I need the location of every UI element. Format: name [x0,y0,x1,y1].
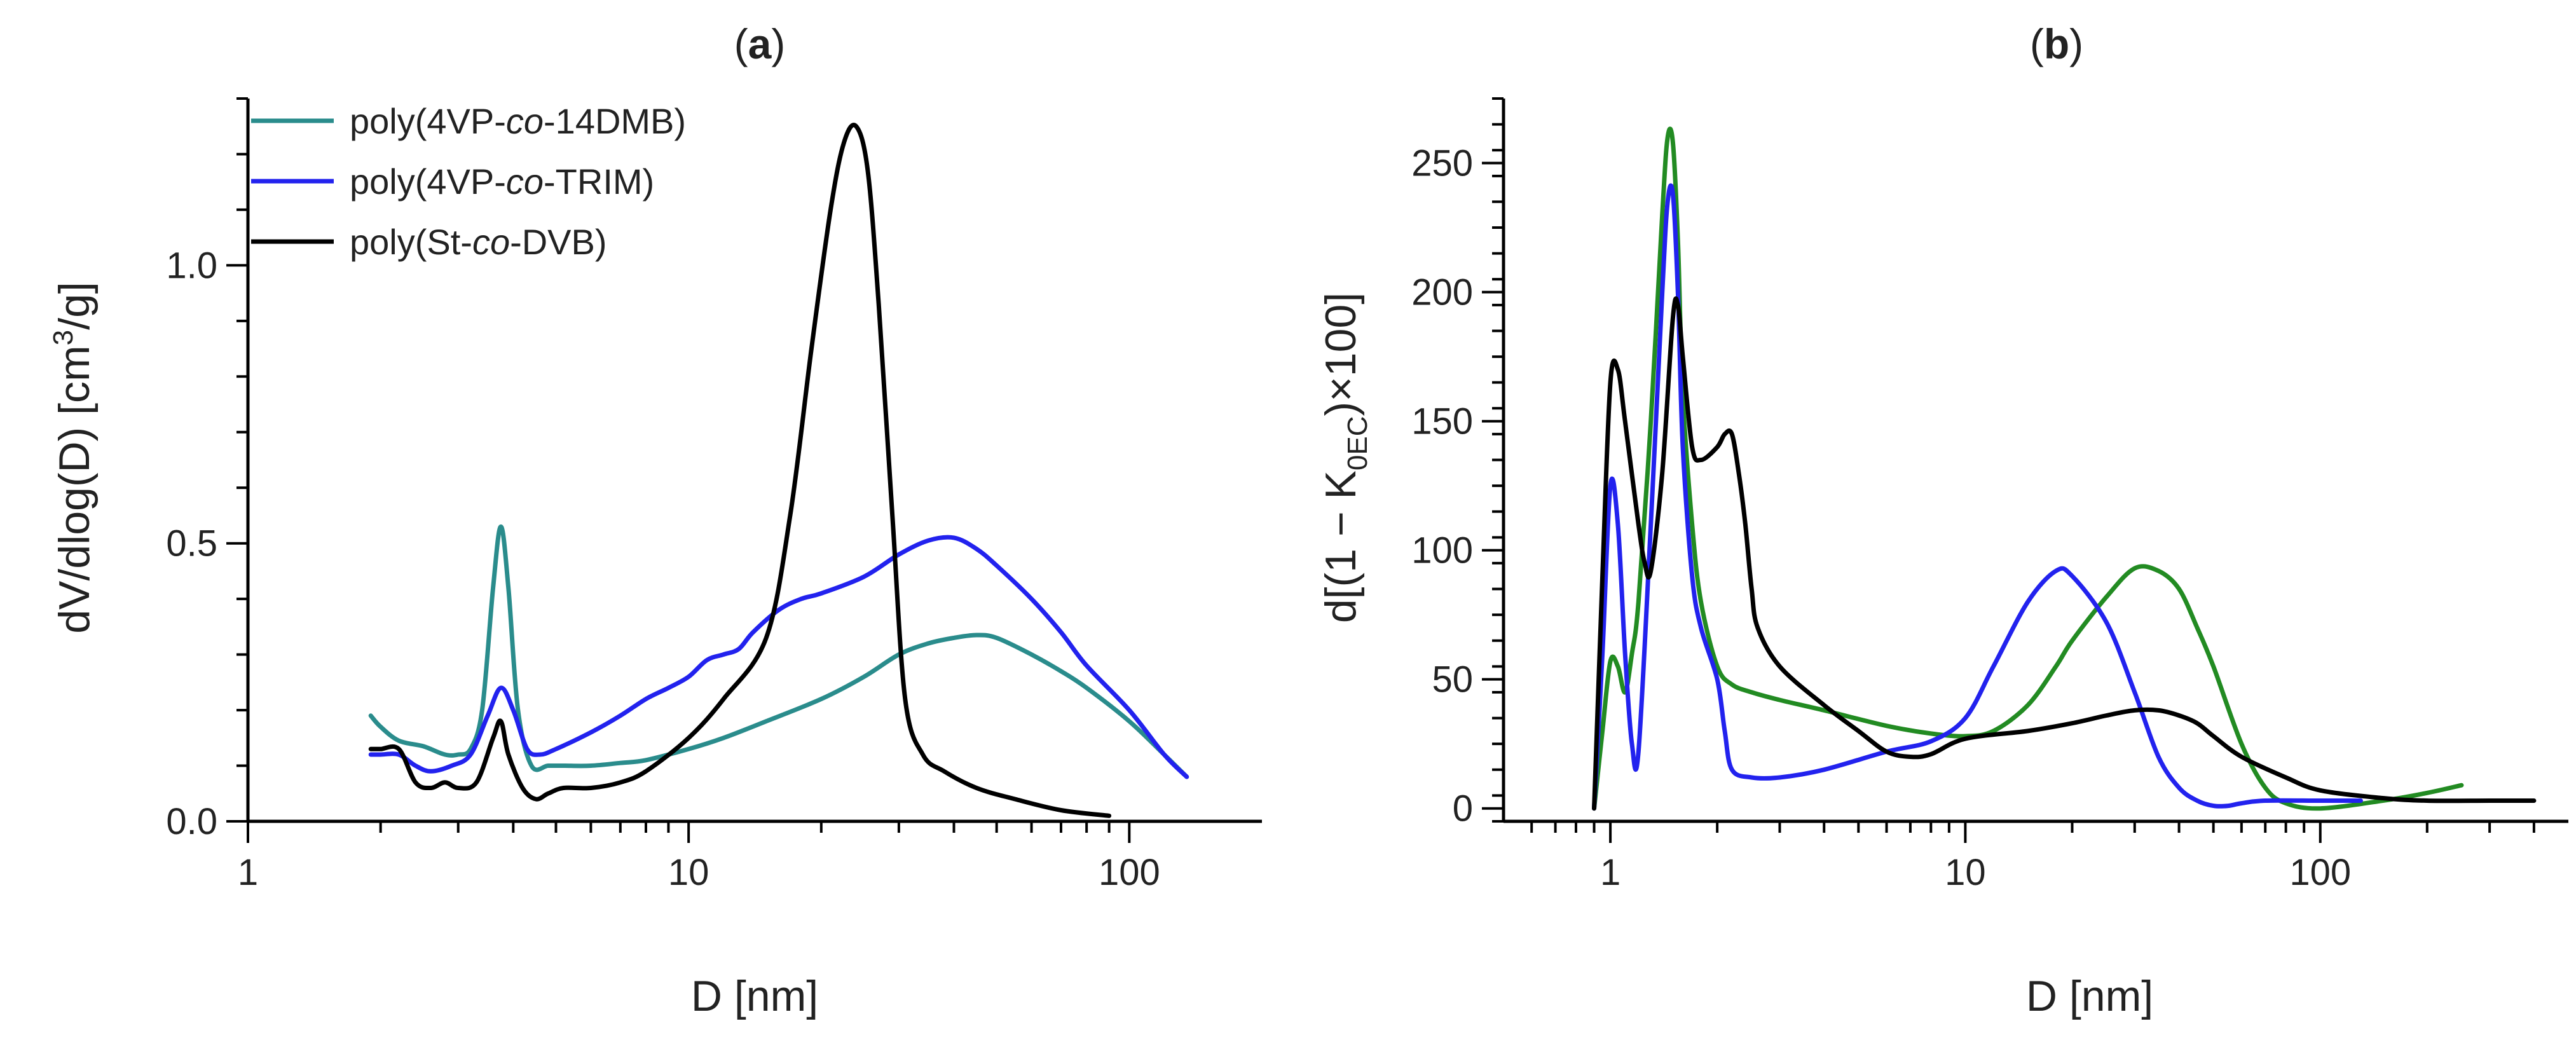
panel-b-title: (b) [2030,20,2083,67]
panel-b-x-tick-label: 1 [1600,852,1620,893]
panel-a-series-line-2 [368,535,1189,779]
panel-a-series-group [368,123,1189,818]
panel-b-series-line-1 [1592,127,2464,811]
panel-a-x-axis-title: D [nm] [691,972,818,1020]
panel-b-ticks: 1 10 100 0 50 100 150 200 250 [1411,97,2535,893]
panel-b-y-tick-label: 150 [1411,401,1473,442]
panel-a-legend: poly(4VP-co-14DMB) poly(4VP-co-TRIM) pol… [251,101,686,262]
panel-b-y-tick-label: 200 [1411,272,1473,313]
panel-a-frame [246,99,1262,823]
panel-b-series-group [1592,127,2537,811]
panel-a-y-axis-title: dV/dlog(D) [cm3/g] [48,282,99,634]
panel-a: (a) 1 10 100 0.0 0.5 1.0 D [nm] dV/dlog(D) [c… [48,20,1262,1020]
panel-b-y-tick-label: 50 [1432,659,1473,701]
panel-b-series-line-3 [1592,296,2537,811]
panel-b-frame [1502,99,2568,823]
legend-label-dvb: poly(St-co-DVB) [350,222,607,262]
panel-a-y-tick-label: 0.5 [166,523,217,564]
panel-b: (b) 1 10 100 0 50 100 150 200 250 D [nm] d[(1 − … [1317,20,2568,1020]
panel-a-x-tick-label: 100 [1099,852,1160,893]
panel-b-x-tick-label: 10 [1945,852,1986,893]
legend-label-14dmb: poly(4VP-co-14DMB) [350,101,686,141]
panel-b-series-line-2 [1592,183,2363,811]
panel-a-x-tick-label: 10 [668,852,709,893]
panel-b-x-tick-label: 100 [2289,852,2351,893]
panel-a-y-tick-label: 0.0 [166,801,217,842]
panel-a-title: (a) [734,20,786,67]
panel-b-y-tick-label: 100 [1411,530,1473,571]
panel-b-y-tick-label: 250 [1411,143,1473,184]
panel-b-x-axis-title: D [nm] [2026,972,2153,1020]
legend-label-trim: poly(4VP-co-TRIM) [350,161,654,202]
panel-b-y-tick-label: 0 [1453,788,1473,830]
panel-a-ticks: 1 10 100 0.0 0.5 1.0 [166,97,1160,893]
panel-a-series-line-3 [368,123,1112,818]
panel-b-y-axis-title: d[(1 − K0EC)×100] [1317,292,1373,623]
panel-a-y-tick-label: 1.0 [166,245,217,286]
panel-a-series-line-1 [368,524,1189,779]
panel-a-x-tick-label: 1 [238,852,258,893]
